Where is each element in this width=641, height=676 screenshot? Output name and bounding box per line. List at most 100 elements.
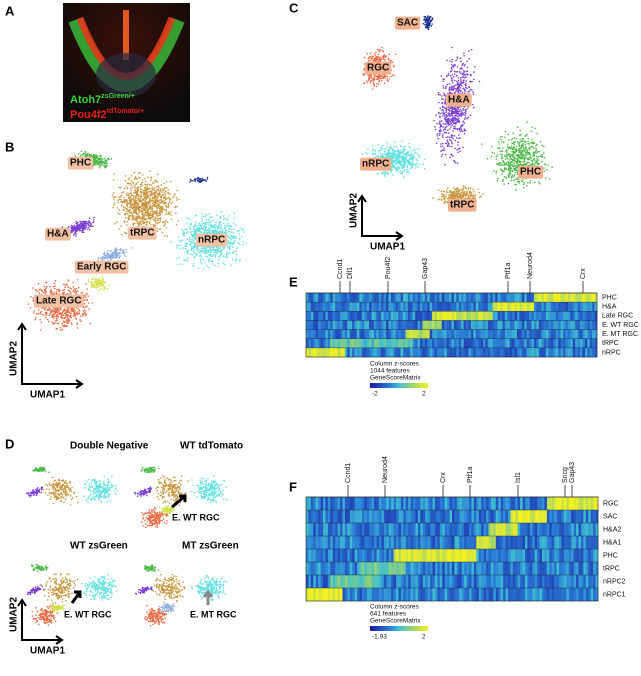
umap-point (396, 161, 399, 163)
umap-point (443, 147, 445, 149)
umap-point (140, 190, 143, 193)
umap-point (458, 114, 461, 116)
umap-point (393, 164, 395, 167)
umap-point (175, 257, 178, 260)
umap-point (175, 196, 178, 199)
umap-point (71, 229, 73, 231)
umap-point (142, 207, 145, 209)
umap-point (76, 311, 79, 313)
umap-point (155, 202, 157, 204)
umap-point (192, 180, 194, 182)
umap-point (151, 209, 154, 211)
umap-point (142, 205, 144, 208)
umap-point (70, 227, 72, 229)
umap-point (388, 78, 391, 80)
umap-point (149, 214, 152, 216)
umap-point (463, 130, 466, 132)
umap-point (35, 313, 38, 315)
umap-point (215, 229, 217, 232)
umap-point (217, 258, 220, 261)
umap-point (454, 125, 456, 128)
umap-point (214, 224, 217, 226)
umap-point (212, 253, 215, 256)
umap-point (143, 191, 146, 194)
umap-point (236, 230, 239, 232)
umap-point (391, 161, 393, 163)
umap-point (452, 81, 454, 84)
umap-point (241, 235, 243, 238)
umap-point (416, 162, 419, 164)
umap-point (40, 329, 42, 331)
umap-point (79, 319, 81, 321)
umap-point (154, 220, 156, 222)
umap-point (411, 154, 414, 157)
umap-point (189, 253, 192, 255)
umap-point (455, 123, 457, 125)
umap-point (103, 157, 106, 160)
umap-point (397, 155, 400, 158)
umap-point (445, 110, 448, 112)
umap-point (132, 210, 135, 212)
umap-point (84, 309, 86, 312)
umap-point (387, 80, 389, 82)
umap-point (381, 80, 383, 82)
umap-point (134, 186, 136, 189)
umap-point (451, 124, 453, 126)
umap-point (39, 288, 41, 290)
umap-point (453, 135, 456, 137)
umap-point (177, 236, 180, 238)
umap-point (451, 115, 453, 117)
umap-point (44, 308, 46, 311)
umap-point (149, 210, 152, 213)
umap-point (441, 193, 443, 195)
umap-point (130, 180, 133, 182)
umap-point (58, 291, 60, 293)
umap-point (232, 231, 235, 234)
umap-point (131, 203, 134, 205)
umap-point (439, 123, 442, 126)
umap-point (442, 126, 444, 128)
umap-point (137, 188, 139, 190)
umap-point (49, 312, 51, 315)
umap-point (171, 197, 173, 199)
umap-point (375, 75, 377, 77)
umap-point (163, 187, 165, 190)
umap-point (98, 285, 101, 287)
umap-point (138, 225, 140, 227)
umap-point (383, 55, 385, 58)
umap-point (59, 312, 61, 315)
umap-point (142, 222, 145, 225)
umap-point (227, 224, 230, 227)
umap-point (109, 250, 111, 253)
umap-point (464, 108, 467, 111)
umap-point (84, 314, 87, 317)
umap-point (168, 211, 170, 214)
umap-point (35, 289, 38, 291)
umap-point (88, 227, 90, 229)
umap-point (209, 216, 211, 219)
umap-point (85, 226, 88, 228)
umap-point (405, 149, 407, 151)
umap-point (469, 88, 472, 91)
umap-point (462, 62, 465, 65)
umap-point (100, 162, 102, 164)
umap-point (78, 227, 80, 229)
umap-point (78, 310, 81, 312)
umap-point (175, 212, 177, 214)
umap-point (217, 248, 220, 250)
umap-point (115, 196, 118, 198)
umap-point (73, 225, 76, 228)
umap-point (465, 86, 467, 89)
umap-point (379, 156, 382, 158)
umap-point (130, 184, 132, 186)
umap-point (400, 149, 402, 152)
umap-point (68, 311, 71, 313)
umap-point (424, 158, 426, 161)
umap-point (458, 84, 461, 86)
umap-point (153, 200, 155, 203)
umap-point (165, 181, 168, 183)
umap-point (78, 229, 81, 232)
umap-point (456, 162, 459, 164)
umap-point (227, 227, 230, 230)
umap-point (165, 202, 167, 204)
